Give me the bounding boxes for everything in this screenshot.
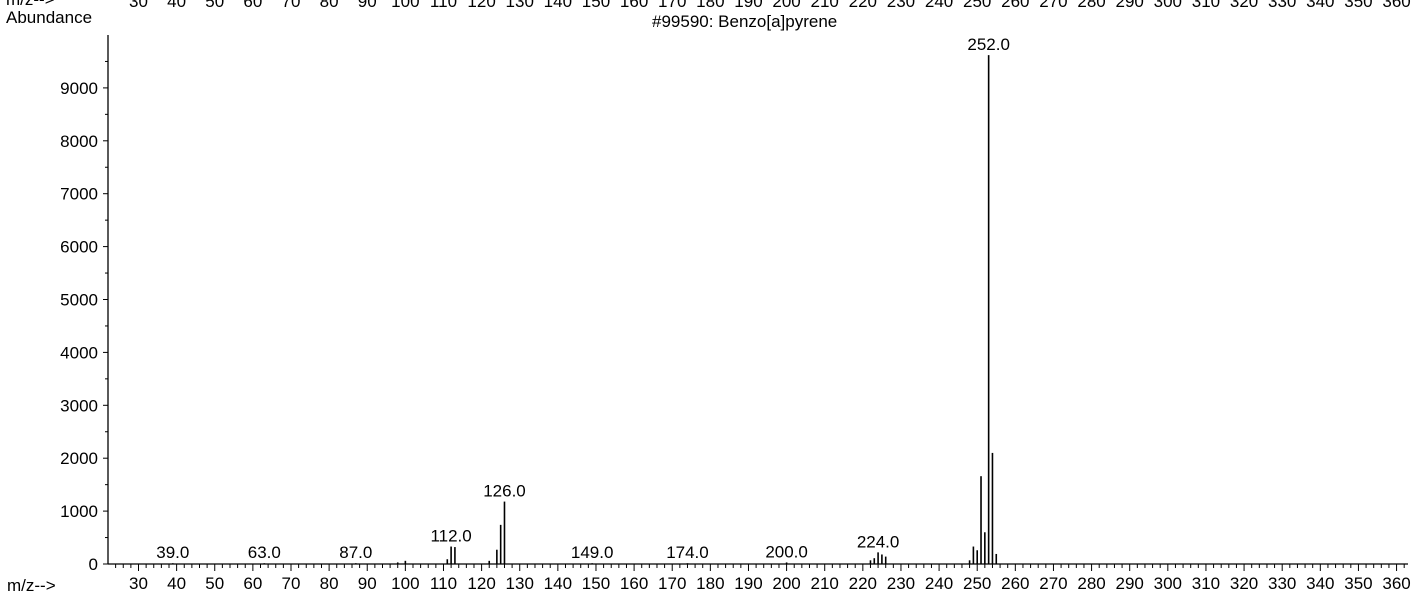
y-tick-label: 0 [89,555,98,574]
x-tick-label: 210 [811,574,839,593]
peak-label: 174.0 [666,543,709,562]
x-tick-label: 90 [358,574,377,593]
y-tick-label: 2000 [60,449,98,468]
y-tick-label: 9000 [60,79,98,98]
x-tick-label: 360 [1382,574,1410,593]
x-tick-label: 40 [167,574,186,593]
top-x-tick-label: 180 [696,0,724,11]
top-x-tick-label: 310 [1192,0,1220,11]
top-x-tick-label: 280 [1077,0,1105,11]
x-tick-label: 280 [1077,574,1105,593]
top-x-tick-label: 220 [849,0,877,11]
chart-axes [107,35,1408,565]
top-x-tick-label: 120 [467,0,495,11]
top-x-tick-label: 50 [205,0,224,11]
x-tick-label: 190 [734,574,762,593]
top-x-tick-label: 320 [1230,0,1258,11]
peak-labels: 39.0 63.0 87.0 112.0 126.0 149.0 174.0 200.0 224… [156,35,1010,562]
top-x-tick-label: 100 [391,0,419,11]
top-x-tick-label: 250 [963,0,991,11]
x-tick-label: 80 [320,574,339,593]
top-x-tick-label: 260 [1001,0,1029,11]
top-x-tick-label: 300 [1154,0,1182,11]
x-tick-label: 150 [582,574,610,593]
x-tick-label: 290 [1116,574,1144,593]
x-tick-label: 320 [1230,574,1258,593]
x-tick-label: 350 [1344,574,1372,593]
x-tick-label: 70 [282,574,301,593]
top-x-tick-label: 40 [167,0,186,11]
top-x-tick-label: 240 [925,0,953,11]
x-axis-ticks: 30 30 40 40 50 50 60 60 70 70 80 80 90 90 100 100 110 110… [115,0,1411,593]
top-x-tick-label: 70 [282,0,301,11]
chart-title: #99590: Benzo[a]pyrene [652,12,838,31]
top-x-tick-label: 90 [358,0,377,11]
x-tick-label: 60 [243,574,262,593]
top-x-tick-label: 350 [1344,0,1372,11]
top-x-tick-label: 360 [1382,0,1410,11]
x-tick-label: 120 [467,574,495,593]
top-x-tick-label: 210 [811,0,839,11]
top-x-tick-label: 270 [1039,0,1067,11]
x-tick-label: 330 [1268,574,1296,593]
x-tick-label: 160 [620,574,648,593]
top-x-tick-label: 190 [734,0,762,11]
x-tick-label: 260 [1001,574,1029,593]
x-axis-label: m/z--> [7,576,56,595]
x-tick-label: 340 [1306,574,1334,593]
y-axis-ticks: 0 1000 2000 3000 4000 5000 6000 7000 8000 9000 [60,60,108,574]
x-tick-label: 220 [849,574,877,593]
peak-label: 112.0 [430,527,471,546]
top-x-tick-label: 80 [320,0,339,11]
x-tick-label: 200 [772,574,800,593]
x-tick-label: 110 [430,574,457,593]
y-tick-label: 6000 [60,238,98,257]
top-x-tick-label: 160 [620,0,648,11]
top-axis-label: m/z--> [6,0,55,8]
x-tick-label: 310 [1192,574,1220,593]
spectrum-peaks [172,55,998,564]
peak-label: 252.0 [967,35,1010,54]
top-x-tick-label: 110 [430,0,457,11]
top-x-tick-label: 150 [582,0,610,11]
top-x-tick-label: 30 [129,0,148,11]
y-tick-label: 4000 [60,343,98,362]
top-x-tick-label: 330 [1268,0,1296,11]
x-tick-label: 250 [963,574,991,593]
top-x-tick-label: 290 [1116,0,1144,11]
x-tick-label: 50 [205,574,224,593]
x-tick-label: 100 [391,574,419,593]
top-x-tick-label: 170 [658,0,686,11]
x-tick-label: 140 [544,574,572,593]
x-tick-label: 240 [925,574,953,593]
x-tick-label: 130 [506,574,534,593]
peak-label: 149.0 [571,543,614,562]
y-tick-label: 7000 [60,185,98,204]
top-x-tick-label: 130 [506,0,534,11]
x-tick-label: 270 [1039,574,1067,593]
top-x-tick-label: 200 [772,0,800,11]
x-tick-label: 300 [1154,574,1182,593]
peak-label: 200.0 [765,542,808,561]
y-axis-label: Abundance [6,8,93,27]
top-x-tick-label: 230 [887,0,915,11]
peak-label: 224.0 [857,532,900,551]
x-tick-label: 170 [658,574,686,593]
top-x-tick-label: 60 [243,0,262,11]
top-x-tick-label: 340 [1306,0,1334,11]
x-tick-label: 30 [129,574,148,593]
y-tick-label: 3000 [60,396,98,415]
x-tick-label: 180 [696,574,724,593]
y-tick-label: 5000 [60,291,98,310]
peak-label: 39.0 [156,543,189,562]
peak-label: 63.0 [248,543,281,562]
y-tick-label: 1000 [60,502,98,521]
x-tick-label: 230 [887,574,915,593]
y-tick-label: 8000 [60,132,98,151]
peak-label: 87.0 [339,543,372,562]
top-x-tick-label: 140 [544,0,572,11]
peak-label: 126.0 [483,482,526,501]
